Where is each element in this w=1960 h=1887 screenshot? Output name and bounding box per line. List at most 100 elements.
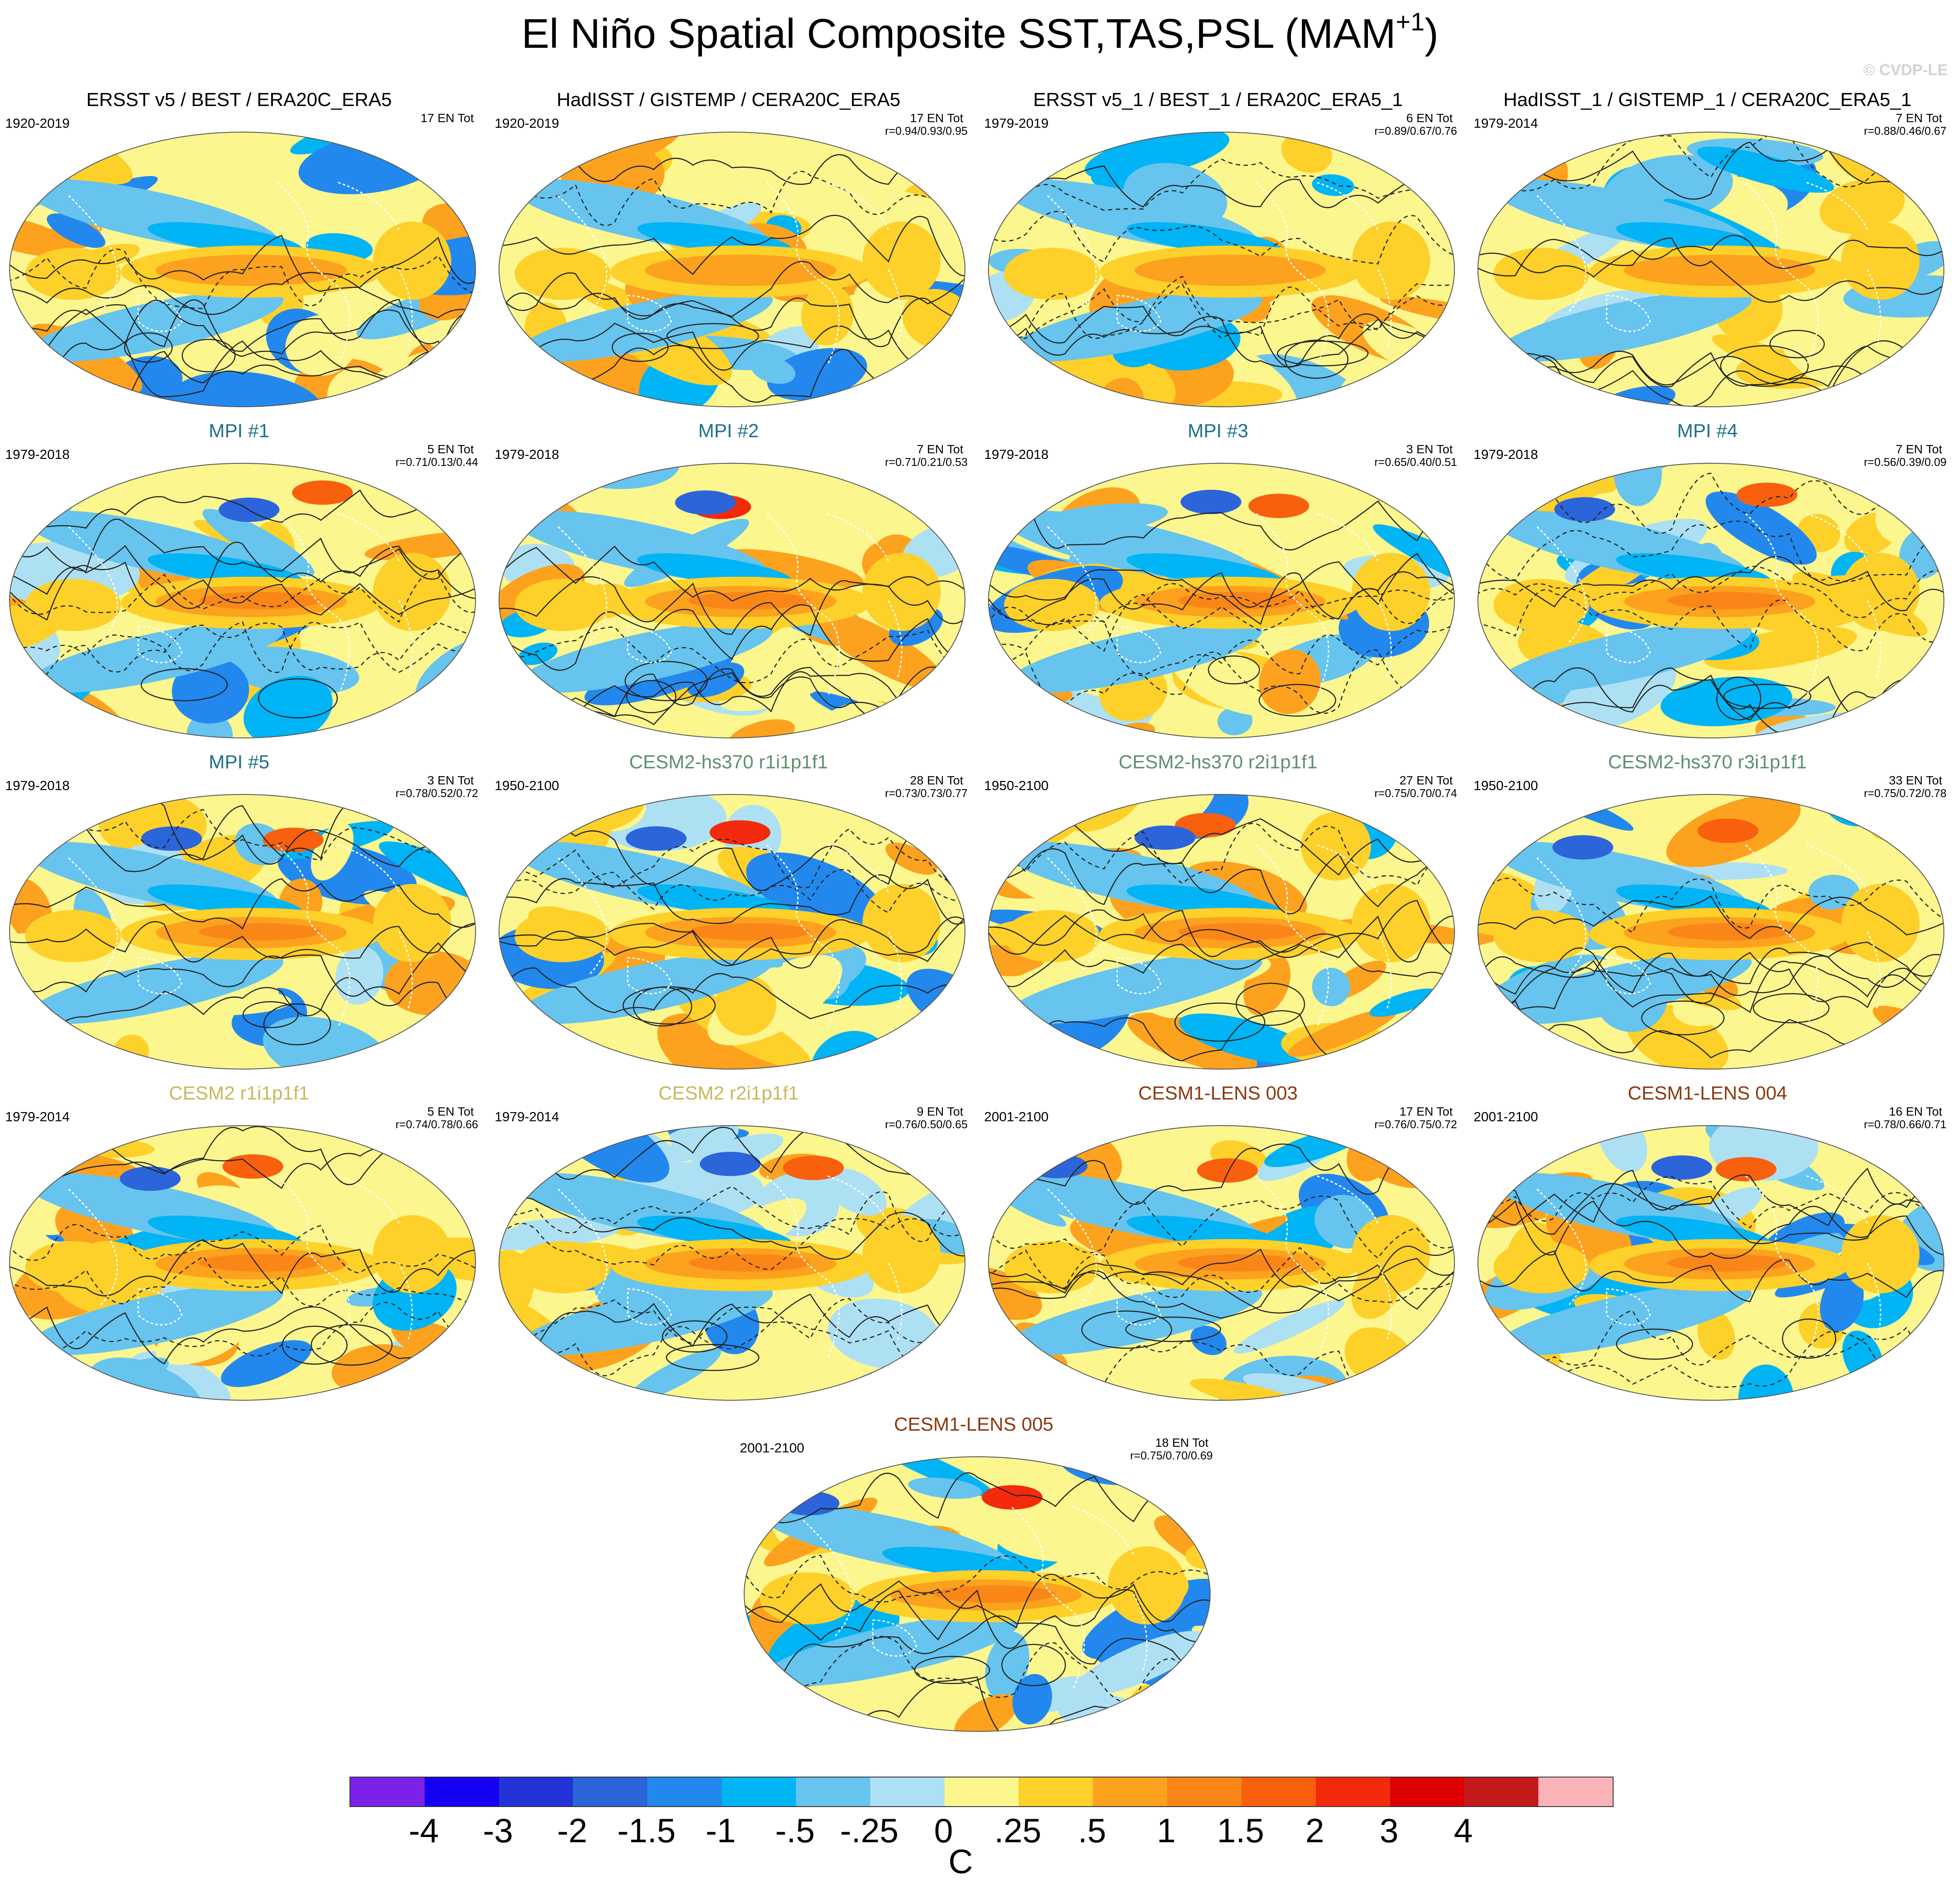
map-svg [1477, 463, 1944, 738]
map-border [988, 132, 1455, 407]
cool-anomaly [1369, 988, 1438, 1017]
psl-contour [499, 1218, 965, 1270]
psl-contour [633, 987, 692, 1027]
warm-anomaly [728, 719, 795, 738]
psl-contour [744, 1615, 1210, 1678]
warm-anomaly [934, 1585, 1055, 1603]
psl-contour [1753, 993, 1830, 1023]
psl-contour [10, 809, 476, 861]
panel-years: 1950-2100 [495, 778, 559, 793]
cool-anomaly [221, 1340, 312, 1387]
robinson-map [987, 1124, 1456, 1402]
warm-anomaly [719, 648, 850, 711]
map-panel: MPI #3 1979-2018 3 EN Tot r=0.65/0.40/0.51 [979, 418, 1457, 740]
psl-contour [1716, 676, 1761, 721]
cool-anomaly [141, 826, 202, 851]
coastline [1867, 1262, 1881, 1342]
panel-title: HadISST_1 / GISTEMP_1 / CERA20C_ERA5_1 [1503, 89, 1912, 110]
psl-contour [1478, 1167, 1944, 1226]
coastline [557, 526, 608, 645]
robinson-map [8, 1124, 477, 1402]
warm-anomaly [801, 284, 854, 346]
coastline [1255, 182, 1329, 365]
colorbar-tick-label: -2 [557, 1811, 588, 1850]
robinson-map [8, 130, 477, 409]
warm-anomaly [199, 1254, 321, 1272]
warm-anomaly [562, 794, 603, 815]
coastline [1116, 1288, 1161, 1326]
coastline [1806, 513, 1868, 562]
coastline [766, 182, 840, 365]
psl-contour [10, 299, 476, 363]
psl-contour [1478, 472, 1944, 534]
colorbar-swatch [795, 1777, 870, 1806]
map-svg [499, 794, 965, 1070]
cool-anomaly [1234, 1300, 1345, 1354]
panel-title: MPI #1 [209, 420, 270, 442]
psl-contour [988, 848, 1454, 914]
panel-event-count: 28 EN Tot [910, 774, 963, 787]
map-panel: CESM2 r1i1p1f1 1979-2014 5 EN Tot r=0.74/0.… [0, 1080, 478, 1402]
warm-anomaly [1369, 132, 1454, 149]
warm-anomaly [515, 1241, 610, 1293]
cool-anomaly [263, 1017, 390, 1069]
colorbar-tick-label: 1 [1157, 1811, 1176, 1850]
map-svg [1477, 794, 1944, 1070]
panel-years: 2001-2100 [740, 1440, 805, 1455]
coastline [888, 600, 902, 679]
cool-anomaly [186, 712, 233, 738]
panel-years: 2001-2100 [984, 1109, 1049, 1124]
warm-anomaly [243, 1140, 353, 1196]
psl-contour [10, 561, 476, 621]
psl-contour [499, 828, 965, 889]
cool-anomaly [1554, 497, 1615, 522]
cool-anomaly [988, 132, 1064, 153]
psl-contour [1478, 565, 1944, 618]
robinson-map [742, 1455, 1212, 1733]
psl-contour [624, 661, 708, 701]
warm-anomaly [991, 954, 1111, 1010]
warm-anomaly [1864, 711, 1944, 738]
psl-contour [10, 542, 476, 609]
panel-title: HadISST / GISTEMP / CERA20C_ERA5 [556, 89, 901, 110]
colorbar-tick-label: .25 [994, 1811, 1042, 1850]
panel-event-count: 7 EN Tot [1896, 442, 1942, 456]
robinson-map [987, 130, 1456, 409]
credit-watermark: © CVDP-LE [1863, 61, 1948, 79]
panel-event-count: 7 EN Tot [917, 442, 963, 456]
warm-anomaly [1697, 818, 1759, 843]
coastline [68, 857, 118, 976]
colorbar-tick-label: -1.5 [617, 1811, 676, 1850]
warm-anomaly [292, 480, 353, 505]
warm-anomaly [715, 975, 776, 1036]
warm-anomaly [1004, 579, 1100, 631]
warm-anomaly [954, 1694, 1018, 1731]
coastline [1377, 1262, 1392, 1342]
cool-anomaly [1818, 389, 1907, 407]
cool-anomaly [1312, 174, 1354, 196]
psl-contour [988, 165, 1454, 208]
cool-anomaly [1598, 1126, 1647, 1173]
map-svg [9, 463, 476, 738]
map-panel: ERSST v5_1 / BEST_1 / ERA20C_ERA5_1 1979-… [979, 87, 1457, 409]
panel-title: MPI #5 [209, 751, 270, 773]
coastline [1745, 513, 1819, 697]
colorbar-tick-label: -.25 [840, 1811, 898, 1850]
warm-anomaly [995, 1514, 1140, 1562]
cool-anomaly [1877, 132, 1940, 163]
coastline [1867, 931, 1881, 1010]
robinson-map [1476, 1124, 1946, 1402]
panel-correlations: r=0.78/0.66/0.71 [1863, 1118, 1947, 1131]
psl-contour [1174, 1002, 1265, 1042]
cool-anomaly [1373, 524, 1454, 596]
cool-anomaly [535, 1369, 571, 1400]
coastline [827, 513, 889, 562]
cool-anomaly [28, 952, 283, 1024]
warm-anomaly [285, 315, 357, 376]
psl-contour [10, 571, 476, 623]
panel-correlations: r=0.75/0.72/0.78 [1863, 787, 1947, 800]
panel-event-count: 5 EN Tot [427, 1105, 474, 1118]
panel-event-count: 5 EN Tot [427, 442, 474, 456]
colorbar-unit: C [948, 1842, 973, 1880]
panel-title: CESM2-hs370 r2i1p1f1 [1118, 751, 1318, 773]
